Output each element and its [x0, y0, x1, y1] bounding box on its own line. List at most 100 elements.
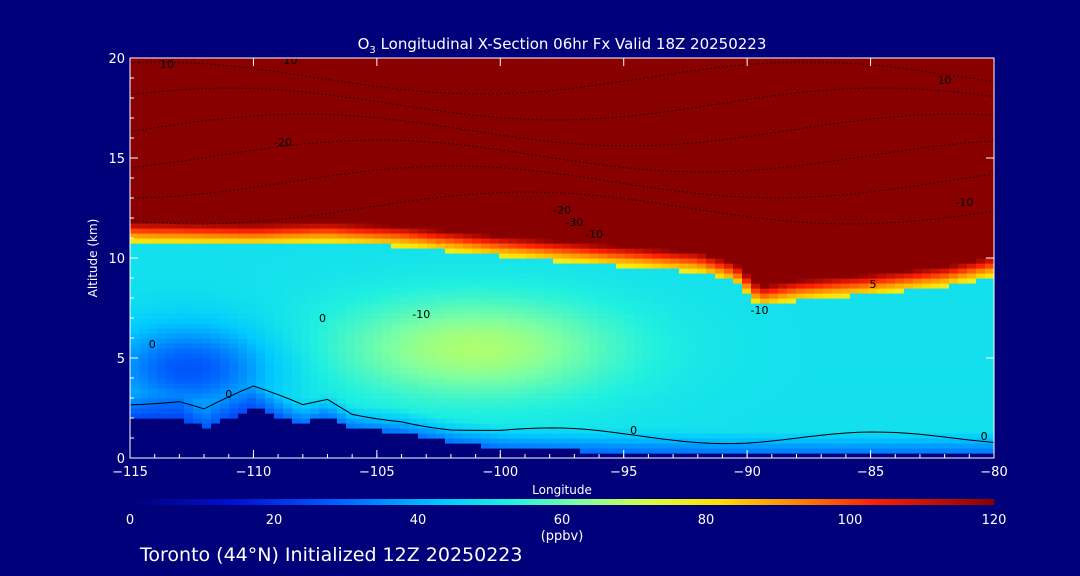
heatmap-cell: [544, 338, 554, 344]
heatmap-cell: [193, 448, 203, 454]
heatmap-cell: [679, 448, 689, 454]
heatmap-cell: [436, 398, 446, 404]
heatmap-cell: [643, 233, 653, 239]
heatmap-cell: [283, 328, 293, 334]
heatmap-cell: [634, 238, 644, 244]
heatmap-cell: [220, 243, 230, 249]
heatmap-cell: [202, 433, 212, 439]
heatmap-cell: [472, 73, 482, 79]
heatmap-cell: [400, 158, 410, 164]
heatmap-cell: [409, 83, 419, 89]
heatmap-cell: [508, 258, 518, 264]
heatmap-cell: [616, 263, 626, 269]
heatmap-cell: [274, 398, 284, 404]
heatmap-cell: [283, 388, 293, 394]
heatmap-cell: [670, 283, 680, 289]
heatmap-cell: [535, 288, 545, 294]
heatmap-cell: [643, 403, 653, 409]
heatmap-cell: [193, 233, 203, 239]
heatmap-cell: [400, 188, 410, 194]
heatmap-cell: [526, 438, 536, 444]
heatmap-cell: [643, 413, 653, 419]
heatmap-cell: [472, 253, 482, 259]
heatmap-cell: [490, 78, 500, 84]
heatmap-cell: [616, 183, 626, 189]
heatmap-cell: [355, 143, 365, 149]
heatmap-cell: [418, 133, 428, 139]
heatmap-cell: [166, 128, 176, 134]
heatmap-cell: [598, 123, 608, 129]
heatmap-cell: [553, 278, 563, 284]
heatmap-cell: [679, 138, 689, 144]
heatmap-cell: [616, 203, 626, 209]
heatmap-cell: [454, 398, 464, 404]
heatmap-cell: [175, 88, 185, 94]
heatmap-cell: [283, 323, 293, 329]
heatmap-cell: [256, 133, 266, 139]
heatmap-cell: [490, 93, 500, 99]
heatmap-cell: [454, 378, 464, 384]
heatmap-cell: [571, 108, 581, 114]
heatmap-cell: [418, 368, 428, 374]
heatmap-cell: [499, 198, 509, 204]
heatmap-cell: [616, 88, 626, 94]
heatmap-cell: [472, 328, 482, 334]
heatmap-cell: [436, 223, 446, 229]
heatmap-cell: [445, 383, 455, 389]
heatmap-cell: [238, 113, 248, 119]
heatmap-cell: [373, 268, 383, 274]
heatmap-cell: [517, 278, 527, 284]
heatmap-cell: [571, 343, 581, 349]
heatmap-cell: [508, 103, 518, 109]
heatmap-cell: [274, 368, 284, 374]
heatmap-cell: [571, 183, 581, 189]
heatmap-cell: [643, 248, 653, 254]
heatmap-cell: [508, 393, 518, 399]
heatmap-cell: [661, 403, 671, 409]
heatmap-cell: [481, 448, 491, 454]
heatmap-cell: [346, 68, 356, 74]
heatmap-cell: [490, 278, 500, 284]
heatmap-cell: [679, 188, 689, 194]
heatmap-cell: [418, 143, 428, 149]
heatmap-cell: [166, 203, 176, 209]
heatmap-cell: [580, 418, 590, 424]
heatmap-cell: [157, 283, 167, 289]
heatmap-cell: [319, 318, 329, 324]
heatmap-cell: [310, 303, 320, 309]
heatmap-cell: [652, 83, 662, 89]
heatmap-cell: [418, 398, 428, 404]
heatmap-cell: [463, 108, 473, 114]
heatmap-cell: [553, 333, 563, 339]
heatmap-cell: [580, 68, 590, 74]
heatmap-cell: [139, 328, 149, 334]
heatmap-cell: [616, 243, 626, 249]
heatmap-cell: [301, 308, 311, 314]
heatmap-cell: [418, 138, 428, 144]
heatmap-cell: [481, 383, 491, 389]
heatmap-cell: [256, 73, 266, 79]
heatmap-cell: [346, 198, 356, 204]
heatmap-cell: [364, 198, 374, 204]
heatmap-cell: [652, 128, 662, 134]
heatmap-cell: [211, 73, 221, 79]
heatmap-cell: [400, 273, 410, 279]
heatmap-cell: [454, 348, 464, 354]
heatmap-cell: [292, 108, 302, 114]
heatmap-cell: [256, 88, 266, 94]
heatmap-cell: [472, 363, 482, 369]
heatmap-cell: [148, 193, 158, 199]
heatmap-cell: [148, 138, 158, 144]
heatmap-cell: [634, 348, 644, 354]
heatmap-cell: [337, 383, 347, 389]
heatmap-cell: [589, 268, 599, 274]
heatmap-cell: [472, 378, 482, 384]
heatmap-cell: [490, 273, 500, 279]
heatmap-cell: [571, 323, 581, 329]
heatmap-cell: [220, 168, 230, 174]
heatmap-cell: [418, 68, 428, 74]
heatmap-cell: [544, 128, 554, 134]
heatmap-cell: [679, 88, 689, 94]
heatmap-cell: [139, 63, 149, 69]
heatmap-cell: [148, 423, 158, 429]
